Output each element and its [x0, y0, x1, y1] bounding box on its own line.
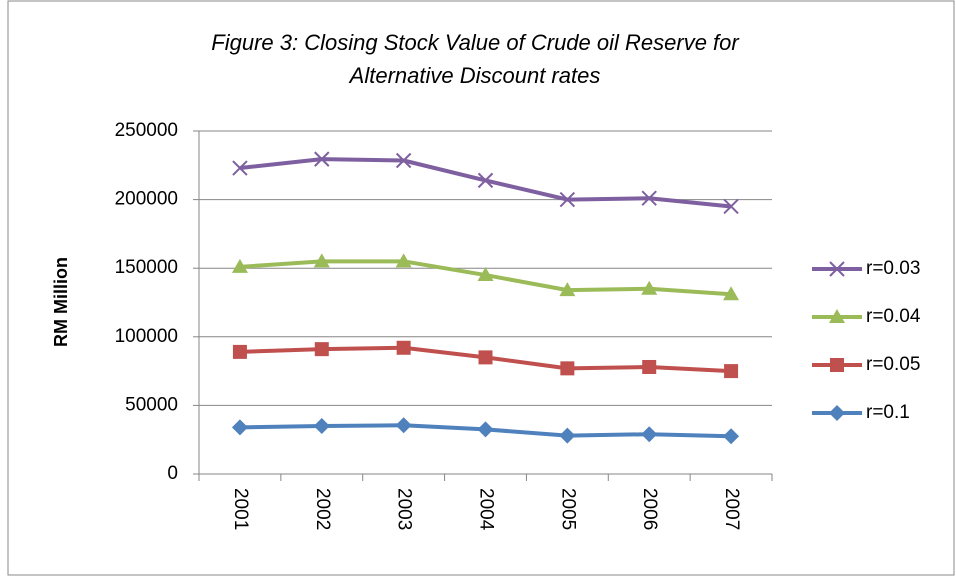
marker: [395, 253, 412, 268]
marker: [641, 426, 658, 443]
marker: [560, 361, 575, 376]
y-tick-label: 150000: [115, 257, 178, 278]
chart-title: Figure 3: Closing Stock Value of Crude o…: [211, 30, 740, 55]
marker: [314, 342, 329, 357]
x-tick-label: 2002: [312, 488, 333, 530]
marker: [313, 253, 330, 268]
marker: [641, 280, 658, 295]
legend-label: r=0.05: [866, 354, 920, 375]
marker: [829, 405, 845, 421]
marker: [396, 340, 411, 355]
legend-label: r=0.1: [866, 402, 910, 423]
marker: [314, 151, 330, 167]
chart-title: Alternative Discount rates: [348, 63, 601, 88]
marker: [642, 359, 657, 374]
y-tick-label: 50000: [125, 394, 178, 415]
x-tick-label: 2003: [394, 488, 415, 530]
marker: [477, 421, 494, 438]
marker: [478, 350, 493, 365]
legend-label: r=0.03: [866, 258, 920, 279]
marker: [477, 267, 494, 282]
x-tick-label: 2006: [639, 488, 660, 530]
chart-frame: [7, 0, 955, 576]
marker: [477, 172, 494, 189]
legend-label: r=0.04: [866, 306, 921, 327]
y-axis-label: RM Million: [51, 257, 71, 347]
marker: [231, 419, 248, 436]
marker: [395, 152, 412, 169]
marker: [232, 160, 248, 176]
x-tick-label: 2007: [721, 488, 742, 530]
y-tick-label: 100000: [115, 326, 178, 347]
marker: [559, 427, 576, 444]
marker: [313, 417, 330, 434]
marker: [724, 364, 739, 379]
marker: [559, 282, 576, 297]
marker: [830, 358, 844, 372]
marker: [231, 258, 248, 273]
marker: [641, 190, 657, 206]
y-tick-label: 200000: [115, 189, 178, 210]
x-tick-label: 2005: [557, 488, 578, 530]
x-tick-label: 2001: [230, 488, 251, 530]
y-tick-label: 250000: [115, 120, 178, 141]
marker: [723, 198, 739, 215]
marker: [829, 261, 845, 277]
marker: [723, 428, 740, 445]
y-tick-label: 0: [167, 463, 178, 484]
marker: [559, 191, 576, 208]
marker: [232, 344, 247, 359]
marker: [395, 417, 412, 434]
x-tick-label: 2004: [475, 488, 496, 531]
marker: [829, 309, 845, 323]
marker: [723, 286, 740, 301]
